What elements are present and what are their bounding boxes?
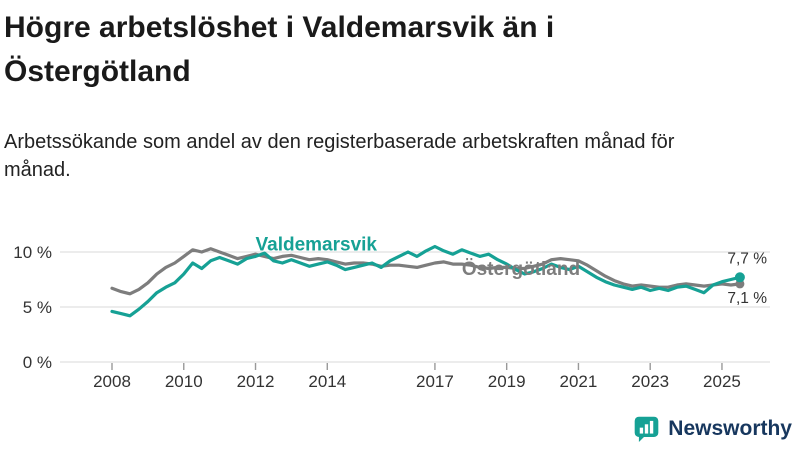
y-axis-tick-label: 0 % bbox=[23, 353, 52, 372]
valdemarsvik-end-value-label: 7,7 % bbox=[727, 250, 767, 267]
y-axis-tick-label: 10 % bbox=[13, 243, 52, 262]
chart-subtitle: Arbetssökande som andel av den registerb… bbox=[4, 131, 675, 181]
x-axis-tick-label: 2010 bbox=[165, 372, 203, 391]
y-axis-tick-label: 5 % bbox=[23, 298, 52, 317]
x-axis-tick-label: 2008 bbox=[93, 372, 131, 391]
bar-1 bbox=[640, 427, 644, 434]
ostergotland-series-label: Östergötland bbox=[462, 259, 580, 280]
bar-3 bbox=[650, 420, 654, 434]
x-axis-tick-label: 2023 bbox=[631, 372, 669, 391]
bar-2 bbox=[645, 424, 649, 434]
x-axis-tick-label: 2025 bbox=[703, 372, 741, 391]
x-axis-tick-label: 2019 bbox=[488, 372, 526, 391]
valdemarsvik-end-dot bbox=[734, 272, 745, 283]
ostergotland-end-value-label: 7,1 % bbox=[727, 290, 767, 307]
newsworthy-wordmark: Newsworthy bbox=[668, 416, 792, 440]
x-axis-tick-label: 2014 bbox=[308, 372, 346, 391]
valdemarsvik-series-label: Valdemarsvik bbox=[256, 234, 378, 255]
ostergotland-line bbox=[110, 247, 742, 296]
x-axis-tick-label: 2012 bbox=[237, 372, 275, 391]
valdemarsvik-line bbox=[110, 244, 742, 318]
bar-chart-speech-bubble-icon bbox=[634, 416, 659, 442]
x-axis-tick-label: 2021 bbox=[560, 372, 598, 391]
newsworthy-logo: Newsworthy bbox=[633, 415, 792, 442]
x-axis-tick-label: 2017 bbox=[416, 372, 454, 391]
chart-title: Högre arbetslöshet i Valdemarsvik än i Ö… bbox=[4, 11, 555, 88]
